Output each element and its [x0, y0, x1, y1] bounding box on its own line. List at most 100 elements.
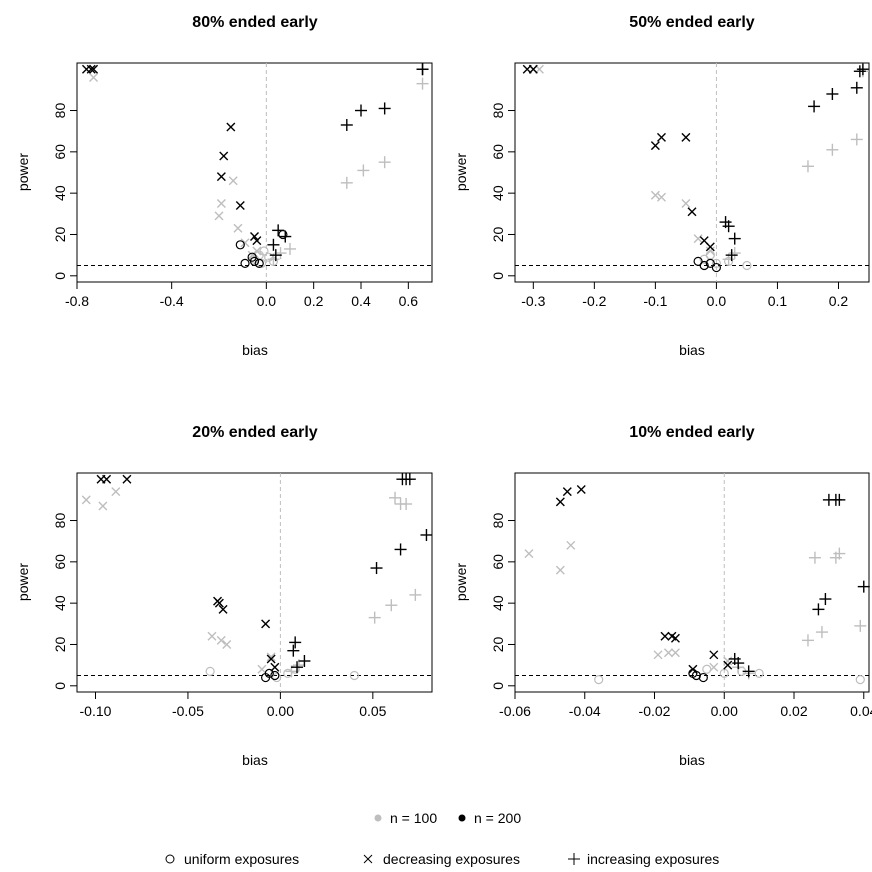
legend-label-n200: n = 200	[474, 810, 521, 826]
point-plus	[355, 104, 367, 117]
point-cross	[660, 631, 670, 641]
point-plus	[853, 65, 866, 78]
point-cross	[681, 132, 691, 142]
point-plus	[808, 551, 821, 564]
point-cross	[688, 664, 698, 674]
point-cross	[650, 190, 660, 200]
point-cross	[207, 631, 217, 641]
point-cross	[524, 549, 534, 559]
x-axis-label: bias	[242, 752, 268, 768]
x-axis-label: bias	[679, 342, 705, 358]
point-cross	[102, 474, 112, 484]
point-cross	[216, 172, 226, 182]
point-cross	[693, 234, 703, 244]
point-plus	[272, 224, 285, 237]
panel-title: 80% ended early	[192, 14, 318, 31]
x-tick-label: -0.06	[499, 703, 531, 719]
point-plus	[370, 562, 383, 575]
point-cross	[562, 487, 572, 497]
point-circle	[205, 666, 215, 676]
point-plus	[378, 102, 391, 115]
point-plus	[416, 77, 429, 90]
point-cross	[670, 633, 680, 643]
point-cross	[228, 176, 238, 186]
point-cross	[86, 64, 96, 74]
point-cross	[89, 64, 99, 74]
y-tick-label: 20	[52, 226, 68, 242]
point-plus	[389, 491, 402, 504]
y-axis-label: power	[15, 153, 31, 191]
point-cross	[222, 639, 232, 649]
legend-marker-n200	[458, 814, 466, 822]
point-plus	[833, 547, 846, 560]
point-plus	[854, 619, 867, 632]
point-cross	[653, 650, 663, 660]
plot-frame	[514, 472, 870, 693]
y-tick-label: 20	[52, 636, 68, 652]
point-cross	[566, 540, 576, 550]
point-circle	[698, 672, 708, 683]
point-circle	[693, 256, 703, 266]
legend-label-decreasing: decreasing exposures	[383, 851, 520, 867]
point-circle	[283, 668, 293, 679]
point-plus	[420, 528, 433, 541]
y-tick-label: 40	[52, 595, 68, 611]
point-plus	[819, 593, 832, 606]
point-cross	[252, 236, 262, 246]
point-plus	[340, 118, 353, 131]
y-tick-label: 0	[52, 272, 68, 280]
y-tick-label: 80	[52, 103, 68, 119]
point-plus	[269, 249, 282, 262]
point-circle	[270, 670, 280, 681]
point-plus	[857, 580, 870, 593]
y-tick-label: 20	[490, 226, 506, 242]
x-tick-label: 0.00	[711, 703, 738, 719]
point-plus	[279, 230, 292, 243]
y-tick-label: 60	[52, 554, 68, 570]
point-plus	[298, 655, 311, 668]
point-cross	[98, 501, 108, 511]
point-plus	[742, 665, 755, 678]
point-plus	[725, 249, 738, 262]
point-plus	[400, 497, 413, 510]
legend-label-n100: n = 100	[390, 810, 437, 826]
panel-title: 50% ended early	[629, 14, 755, 31]
point-cross	[226, 122, 236, 132]
point-plus	[274, 247, 287, 260]
legend-marker-uniform	[165, 854, 175, 864]
point-plus	[340, 176, 353, 189]
point-cross	[250, 232, 259, 242]
x-tick-label: 0.6	[399, 293, 419, 309]
point-circle	[754, 668, 764, 679]
point-cross	[670, 648, 680, 658]
point-plus	[403, 473, 416, 486]
point-plus	[394, 543, 407, 556]
point-circle	[699, 254, 709, 264]
point-cross	[656, 132, 666, 142]
point-plus	[801, 160, 814, 173]
point-cross	[89, 72, 99, 82]
x-tick-label: -0.02	[639, 703, 671, 719]
point-cross	[576, 485, 586, 495]
point-cross	[81, 495, 91, 505]
x-tick-label: 0.2	[304, 293, 324, 309]
point-plus	[416, 63, 429, 76]
x-tick-label: 0.04	[850, 703, 872, 719]
point-cross	[270, 662, 280, 672]
y-tick-label: 80	[52, 513, 68, 529]
point-circle	[699, 260, 709, 271]
y-axis-label: power	[15, 563, 31, 601]
point-circle	[742, 260, 752, 271]
point-plus	[850, 133, 863, 146]
point-cross	[233, 223, 243, 233]
x-tick-label: 0.0	[257, 293, 277, 309]
point-cross	[528, 64, 538, 74]
legend-label-increasing: increasing exposures	[587, 851, 719, 867]
y-axis-label: power	[453, 563, 469, 601]
point-circle	[290, 664, 300, 674]
plot-frame	[76, 472, 433, 693]
x-tick-label: -0.05	[172, 703, 204, 719]
y-tick-label: 0	[490, 682, 506, 690]
point-circle	[272, 672, 282, 683]
